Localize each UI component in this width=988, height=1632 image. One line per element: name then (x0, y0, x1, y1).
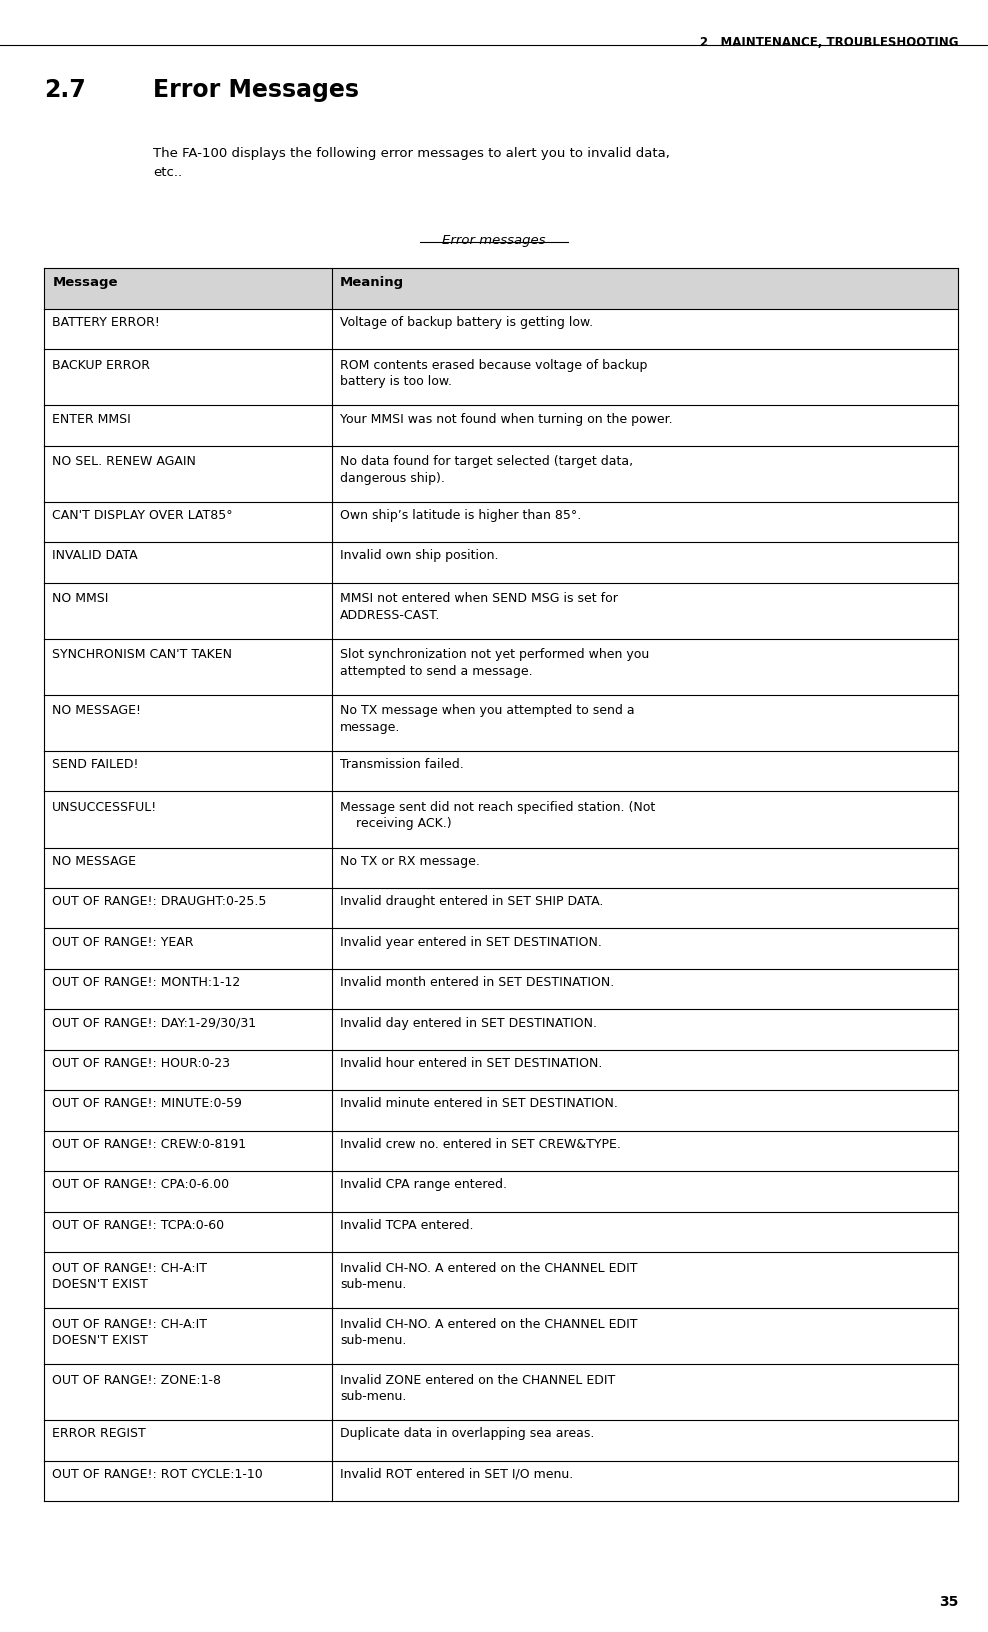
Text: OUT OF RANGE!: CH-A:IT
DOESN'T EXIST: OUT OF RANGE!: CH-A:IT DOESN'T EXIST (52, 1317, 207, 1346)
Text: No TX or RX message.: No TX or RX message. (340, 854, 480, 867)
Text: Invalid day entered in SET DESTINATION.: Invalid day entered in SET DESTINATION. (340, 1015, 597, 1028)
Text: NO MESSAGE!: NO MESSAGE! (52, 703, 141, 716)
Text: Invalid TCPA entered.: Invalid TCPA entered. (340, 1217, 473, 1231)
Text: Voltage of backup battery is getting low.: Voltage of backup battery is getting low… (340, 317, 594, 328)
Text: Duplicate data in overlapping sea areas.: Duplicate data in overlapping sea areas. (340, 1426, 595, 1439)
Text: BATTERY ERROR!: BATTERY ERROR! (52, 317, 160, 328)
Text: Invalid month entered in SET DESTINATION.: Invalid month entered in SET DESTINATION… (340, 976, 615, 989)
Text: NO SEL. RENEW AGAIN: NO SEL. RENEW AGAIN (52, 455, 197, 468)
Text: Invalid CH-NO. A entered on the CHANNEL EDIT
sub-menu.: Invalid CH-NO. A entered on the CHANNEL … (340, 1317, 637, 1346)
Text: The FA-100 displays the following error messages to alert you to invalid data,
e: The FA-100 displays the following error … (153, 147, 670, 180)
Text: Your MMSI was not found when turning on the power.: Your MMSI was not found when turning on … (340, 413, 673, 426)
Text: BACKUP ERROR: BACKUP ERROR (52, 359, 150, 372)
Text: Invalid crew no. entered in SET CREW&TYPE.: Invalid crew no. entered in SET CREW&TYP… (340, 1138, 621, 1151)
Text: OUT OF RANGE!: CH-A:IT
DOESN'T EXIST: OUT OF RANGE!: CH-A:IT DOESN'T EXIST (52, 1262, 207, 1291)
Text: Slot synchronization not yet performed when you
attempted to send a message.: Slot synchronization not yet performed w… (340, 648, 649, 677)
Text: Message sent did not reach specified station. (Not
    receiving ACK.): Message sent did not reach specified sta… (340, 800, 655, 831)
Text: Invalid ZONE entered on the CHANNEL EDIT
sub-menu.: Invalid ZONE entered on the CHANNEL EDIT… (340, 1373, 616, 1402)
Text: Invalid CH-NO. A entered on the CHANNEL EDIT
sub-menu.: Invalid CH-NO. A entered on the CHANNEL … (340, 1262, 637, 1291)
Text: OUT OF RANGE!: CPA:0-6.00: OUT OF RANGE!: CPA:0-6.00 (52, 1178, 229, 1191)
Text: No TX message when you attempted to send a
message.: No TX message when you attempted to send… (340, 703, 635, 733)
Text: OUT OF RANGE!: ZONE:1-8: OUT OF RANGE!: ZONE:1-8 (52, 1373, 221, 1386)
Text: OUT OF RANGE!: ROT CYCLE:1-10: OUT OF RANGE!: ROT CYCLE:1-10 (52, 1467, 263, 1480)
Text: Error messages: Error messages (443, 233, 545, 246)
Bar (44, 269, 958, 310)
Text: Invalid hour entered in SET DESTINATION.: Invalid hour entered in SET DESTINATION. (340, 1056, 603, 1069)
Text: OUT OF RANGE!: HOUR:0-23: OUT OF RANGE!: HOUR:0-23 (52, 1056, 230, 1069)
Text: OUT OF RANGE!: MINUTE:0-59: OUT OF RANGE!: MINUTE:0-59 (52, 1097, 242, 1110)
Text: 2   MAINTENANCE, TROUBLESHOOTING: 2 MAINTENANCE, TROUBLESHOOTING (700, 36, 958, 49)
Text: ENTER MMSI: ENTER MMSI (52, 413, 131, 426)
Text: ROM contents erased because voltage of backup
battery is too low.: ROM contents erased because voltage of b… (340, 359, 647, 388)
Text: 35: 35 (939, 1593, 958, 1608)
Text: NO MMSI: NO MMSI (52, 592, 109, 605)
Text: OUT OF RANGE!: YEAR: OUT OF RANGE!: YEAR (52, 935, 194, 948)
Text: Invalid ROT entered in SET I/O menu.: Invalid ROT entered in SET I/O menu. (340, 1467, 573, 1480)
Text: OUT OF RANGE!: DRAUGHT:0-25.5: OUT OF RANGE!: DRAUGHT:0-25.5 (52, 894, 267, 907)
Text: No data found for target selected (target data,
dangerous ship).: No data found for target selected (targe… (340, 455, 633, 485)
Text: Invalid year entered in SET DESTINATION.: Invalid year entered in SET DESTINATION. (340, 935, 602, 948)
Text: OUT OF RANGE!: TCPA:0-60: OUT OF RANGE!: TCPA:0-60 (52, 1217, 224, 1231)
Text: 2.7: 2.7 (44, 78, 86, 103)
Text: OUT OF RANGE!: MONTH:1-12: OUT OF RANGE!: MONTH:1-12 (52, 976, 241, 989)
Text: SEND FAILED!: SEND FAILED! (52, 757, 139, 770)
Text: Error Messages: Error Messages (153, 78, 360, 103)
Text: MMSI not entered when SEND MSG is set for
ADDRESS-CAST.: MMSI not entered when SEND MSG is set fo… (340, 592, 618, 622)
Text: Invalid draught entered in SET SHIP DATA.: Invalid draught entered in SET SHIP DATA… (340, 894, 604, 907)
Text: Message: Message (52, 276, 118, 289)
Text: SYNCHRONISM CAN'T TAKEN: SYNCHRONISM CAN'T TAKEN (52, 648, 232, 661)
Text: INVALID DATA: INVALID DATA (52, 548, 138, 561)
Text: Invalid minute entered in SET DESTINATION.: Invalid minute entered in SET DESTINATIO… (340, 1097, 618, 1110)
Text: Invalid CPA range entered.: Invalid CPA range entered. (340, 1178, 507, 1191)
Text: OUT OF RANGE!: CREW:0-8191: OUT OF RANGE!: CREW:0-8191 (52, 1138, 246, 1151)
Text: Meaning: Meaning (340, 276, 404, 289)
Text: Transmission failed.: Transmission failed. (340, 757, 464, 770)
Text: OUT OF RANGE!: DAY:1-29/30/31: OUT OF RANGE!: DAY:1-29/30/31 (52, 1015, 257, 1028)
Text: UNSUCCESSFUL!: UNSUCCESSFUL! (52, 800, 158, 813)
Text: Own ship’s latitude is higher than 85°.: Own ship’s latitude is higher than 85°. (340, 509, 582, 522)
Text: NO MESSAGE: NO MESSAGE (52, 854, 136, 867)
Text: Invalid own ship position.: Invalid own ship position. (340, 548, 499, 561)
Text: ERROR REGIST: ERROR REGIST (52, 1426, 146, 1439)
Text: CAN'T DISPLAY OVER LAT85°: CAN'T DISPLAY OVER LAT85° (52, 509, 233, 522)
